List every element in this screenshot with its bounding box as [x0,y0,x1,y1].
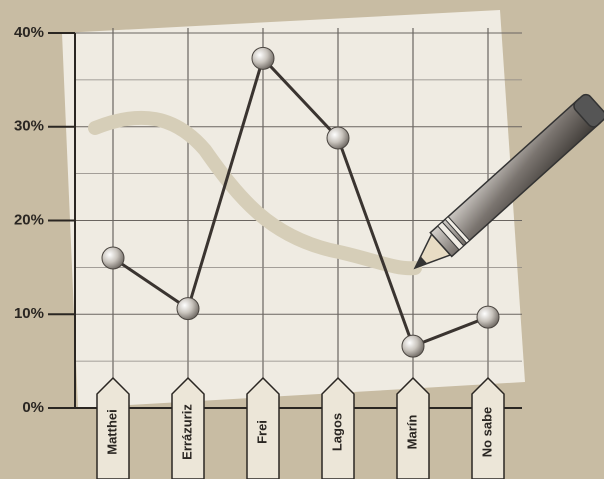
y-tick-label: 40% [14,24,44,41]
x-tick-label: Marín [404,415,419,450]
shadow-stroke [88,110,422,276]
category-tag [96,376,130,479]
point [176,297,200,321]
point [401,334,425,358]
x-tick-label: Lagos [329,413,344,451]
y-tick-label: 0% [22,399,44,416]
point [476,305,500,329]
point [326,126,350,150]
category-tag [471,376,505,479]
plot [101,46,500,358]
pencil [413,93,604,270]
y-tick-label: 20% [14,211,44,228]
y-tick-label: 30% [14,118,44,135]
x-tick-label: Matthei [104,409,119,455]
category-tag [321,376,355,479]
x-tick-label: No sabe [479,407,494,458]
category-tag [396,376,430,479]
category-tag [246,376,280,479]
line [112,55,489,349]
point [101,246,125,270]
point [251,46,275,70]
x-tick-label: Errázuriz [179,404,194,460]
x-tick-label: Frei [254,420,269,444]
y-tick-label: 10% [14,305,44,322]
category-tag [171,376,205,479]
